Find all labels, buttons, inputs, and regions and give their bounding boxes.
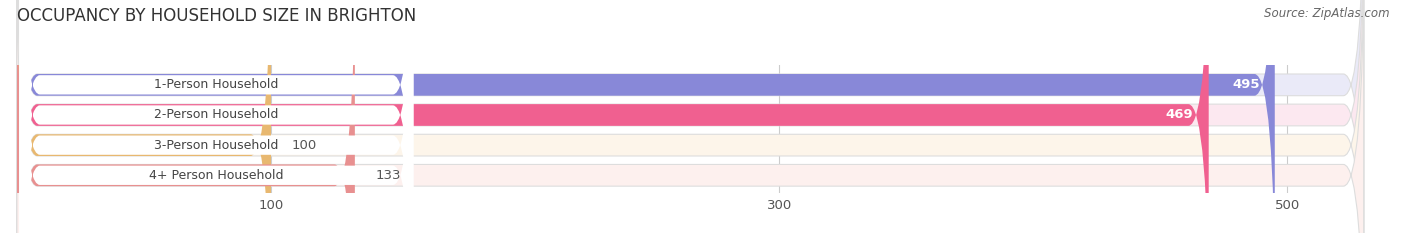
FancyBboxPatch shape	[20, 0, 413, 233]
FancyBboxPatch shape	[20, 0, 413, 233]
Text: 133: 133	[375, 169, 401, 182]
FancyBboxPatch shape	[17, 0, 1364, 233]
Text: 2-Person Household: 2-Person Household	[155, 109, 278, 121]
Text: 100: 100	[291, 139, 316, 152]
FancyBboxPatch shape	[20, 0, 413, 233]
Text: 495: 495	[1232, 78, 1260, 91]
FancyBboxPatch shape	[17, 0, 354, 233]
FancyBboxPatch shape	[17, 0, 1364, 233]
FancyBboxPatch shape	[17, 0, 1209, 233]
FancyBboxPatch shape	[17, 0, 1364, 233]
Text: Source: ZipAtlas.com: Source: ZipAtlas.com	[1264, 7, 1389, 20]
Text: OCCUPANCY BY HOUSEHOLD SIZE IN BRIGHTON: OCCUPANCY BY HOUSEHOLD SIZE IN BRIGHTON	[17, 7, 416, 25]
FancyBboxPatch shape	[17, 0, 1364, 233]
Text: 4+ Person Household: 4+ Person Household	[149, 169, 284, 182]
FancyBboxPatch shape	[20, 0, 413, 233]
Text: 3-Person Household: 3-Person Household	[155, 139, 278, 152]
Text: 1-Person Household: 1-Person Household	[155, 78, 278, 91]
FancyBboxPatch shape	[17, 0, 1275, 233]
FancyBboxPatch shape	[17, 0, 271, 233]
Text: 469: 469	[1166, 109, 1194, 121]
